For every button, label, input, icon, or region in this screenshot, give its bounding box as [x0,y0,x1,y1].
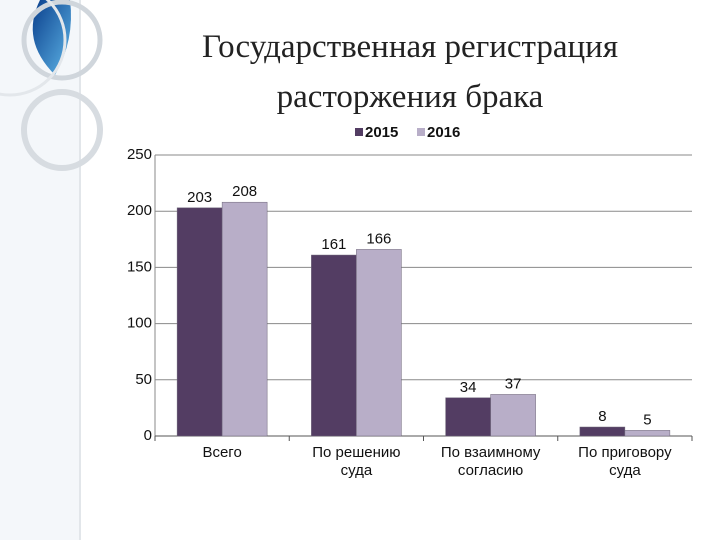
y-tick-label: 50 [135,371,152,388]
legend-swatch [417,128,425,136]
value-label: 37 [505,375,522,392]
y-tick-label: 200 [127,202,152,219]
value-label: 161 [321,236,346,253]
bar [445,397,491,437]
bar [624,430,671,437]
legend-label: 2016 [427,124,460,141]
x-tick-label: По взаимному согласию [440,444,541,479]
x-tick-label: По решению суда [312,444,401,479]
value-label: 8 [598,408,606,425]
chart-title: Государственная регистрация расторжения … [201,29,619,115]
x-tick-label: Всего [202,444,242,461]
x-tick-label: По приговору суда [578,444,672,479]
bar [579,426,626,437]
decoration [0,0,103,540]
y-tick-label: 0 [144,427,152,444]
y-tick-label: 150 [127,258,152,275]
legend-label: 2015 [365,124,398,141]
bar [490,394,536,437]
value-label: 208 [232,183,257,200]
bar [311,254,357,437]
bar [176,207,223,437]
value-label: 166 [366,230,391,247]
value-label: 5 [643,411,651,428]
legend-swatch [355,128,363,136]
y-tick-label: 100 [127,315,152,332]
y-tick-label: 250 [127,146,152,163]
value-label: 203 [187,189,212,206]
bar [356,249,402,437]
bar [221,201,268,437]
value-label: 34 [460,379,477,396]
